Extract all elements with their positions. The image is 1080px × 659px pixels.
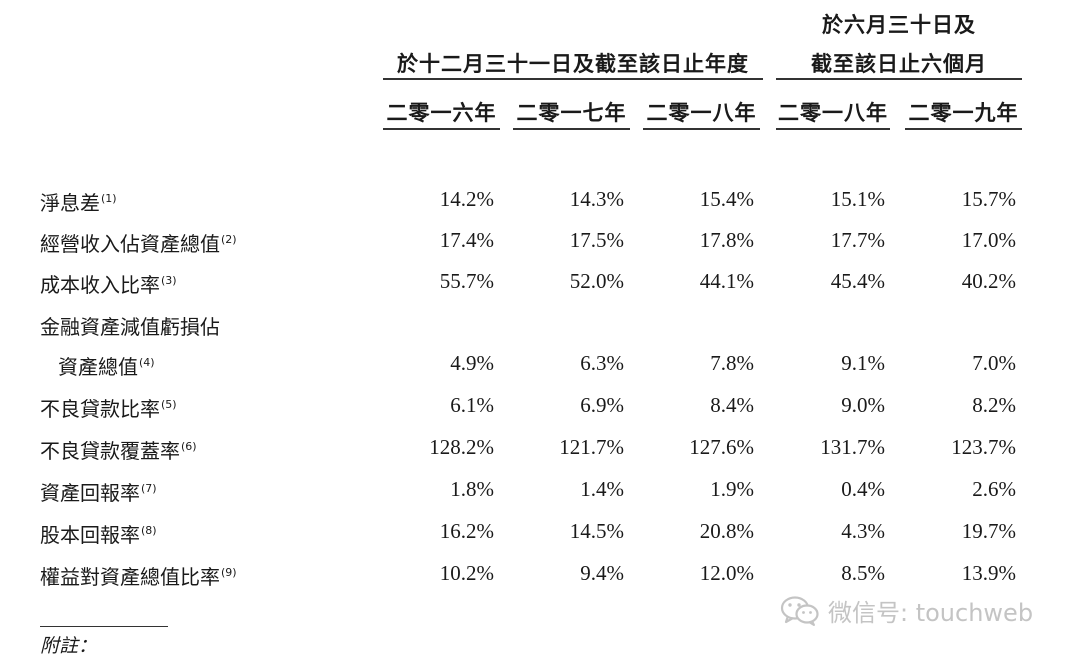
row-label-text: 權益對資產總值比率 — [40, 565, 220, 589]
row-label-equity-to-assets: 權益對資產總值比率(9) — [40, 561, 237, 590]
column-rule-2018-h1 — [776, 128, 890, 130]
table-cell: 7.8% — [710, 351, 754, 375]
table-cell: 8.5% — [841, 561, 885, 585]
table-cell: 121.7% — [559, 435, 624, 459]
table-cell: 6.1% — [450, 393, 494, 417]
row-label-text: 成本收入比率 — [40, 273, 160, 297]
row-note: (3) — [161, 274, 177, 288]
row-label-cost-income-ratio: 成本收入比率(3) — [40, 269, 177, 298]
row-label-text: 不良貸款比率 — [40, 397, 160, 421]
table-cell: 7.0% — [972, 351, 1016, 375]
row-label-npl-ratio: 不良貸款比率(5) — [40, 393, 177, 422]
table-cell: 6.9% — [580, 393, 624, 417]
header-rule-fiscal-year — [383, 78, 763, 80]
row-note: (5) — [161, 398, 177, 412]
table-cell: 1.9% — [710, 477, 754, 501]
table-cell: 40.2% — [961, 269, 1016, 293]
row-note: (7) — [141, 482, 157, 496]
table-cell: 16.2% — [439, 519, 494, 543]
row-label-text: 不良貸款覆蓋率 — [40, 439, 180, 463]
row-label-text: 資產總值 — [58, 355, 138, 379]
header-group-six-months-line2: 截至該日止六個月 — [811, 52, 987, 76]
row-note: (2) — [221, 233, 237, 247]
table-cell: 55.7% — [439, 269, 494, 293]
table-cell: 45.4% — [830, 269, 885, 293]
watermark-text: 微信号: touchweb — [828, 599, 1034, 627]
table-cell: 128.2% — [429, 435, 494, 459]
table-cell: 20.8% — [699, 519, 754, 543]
column-header-2016: 二零一六年 — [386, 101, 497, 125]
row-label-impairment-losses-line2: 資產總值(4) — [58, 351, 155, 380]
header-group-six-months-line1: 於六月三十日及 — [822, 13, 976, 37]
row-note: (1) — [101, 192, 117, 206]
column-rule-2017 — [513, 128, 630, 130]
table-cell: 1.4% — [580, 477, 624, 501]
row-label-text: 金融資產減值虧損佔 — [40, 315, 220, 339]
table-cell: 127.6% — [689, 435, 754, 459]
row-label-npl-coverage: 不良貸款覆蓋率(6) — [40, 435, 197, 464]
column-rule-2016 — [383, 128, 500, 130]
row-label-net-interest-margin: 淨息差(1) — [40, 187, 117, 216]
row-note: (9) — [221, 566, 237, 580]
row-label-impairment-losses-line1: 金融資產減值虧損佔 — [40, 311, 220, 340]
notes-label: 附註： — [40, 635, 98, 657]
table-cell: 8.4% — [710, 393, 754, 417]
column-rule-2019-h1 — [905, 128, 1022, 130]
table-cell: 15.1% — [830, 187, 885, 211]
row-label-roa: 資產回報率(7) — [40, 477, 157, 506]
table-cell: 9.4% — [580, 561, 624, 585]
table-cell: 17.5% — [569, 228, 624, 252]
row-label-text: 經營收入佔資產總值 — [40, 232, 220, 256]
row-note: (4) — [139, 356, 155, 370]
table-cell: 0.4% — [841, 477, 885, 501]
table-cell: 4.9% — [450, 351, 494, 375]
row-label-text: 股本回報率 — [40, 523, 140, 547]
row-label-text: 資產回報率 — [40, 481, 140, 505]
table-cell: 1.8% — [450, 477, 494, 501]
table-cell: 9.1% — [841, 351, 885, 375]
table-cell: 8.2% — [972, 393, 1016, 417]
table-cell: 12.0% — [699, 561, 754, 585]
row-label-operating-income-to-assets: 經營收入佔資產總值(2) — [40, 228, 237, 257]
table-cell: 52.0% — [569, 269, 624, 293]
table-cell: 2.6% — [972, 477, 1016, 501]
table-cell: 44.1% — [699, 269, 754, 293]
row-note: (8) — [141, 524, 157, 538]
notes-divider — [40, 626, 168, 627]
watermark: 微信号: touchweb — [780, 593, 1033, 628]
table-cell: 19.7% — [961, 519, 1016, 543]
header-rule-six-months — [776, 78, 1022, 80]
table-cell: 17.8% — [699, 228, 754, 252]
column-rule-2018-fy — [643, 128, 760, 130]
table-cell: 10.2% — [439, 561, 494, 585]
row-label-roe: 股本回報率(8) — [40, 519, 157, 548]
column-header-2017: 二零一七年 — [516, 101, 627, 125]
table-cell: 15.4% — [699, 187, 754, 211]
table-cell: 14.2% — [439, 187, 494, 211]
column-header-2018-fy: 二零一八年 — [646, 101, 757, 125]
table-cell: 6.3% — [580, 351, 624, 375]
wechat-icon — [780, 595, 820, 627]
column-header-2019-h1: 二零一九年 — [908, 101, 1019, 125]
table-cell: 17.4% — [439, 228, 494, 252]
row-label-text: 淨息差 — [40, 191, 100, 215]
header-group-fiscal-year: 於十二月三十一日及截至該日止年度 — [397, 52, 749, 76]
table-cell: 17.7% — [830, 228, 885, 252]
table-cell: 15.7% — [961, 187, 1016, 211]
table-cell: 9.0% — [841, 393, 885, 417]
column-header-2018-h1: 二零一八年 — [778, 101, 888, 125]
row-note: (6) — [181, 440, 197, 454]
table-cell: 14.3% — [569, 187, 624, 211]
table-cell: 14.5% — [569, 519, 624, 543]
table-cell: 123.7% — [951, 435, 1016, 459]
table-cell: 13.9% — [961, 561, 1016, 585]
table-cell: 4.3% — [841, 519, 885, 543]
table-cell: 17.0% — [961, 228, 1016, 252]
table-cell: 131.7% — [820, 435, 885, 459]
